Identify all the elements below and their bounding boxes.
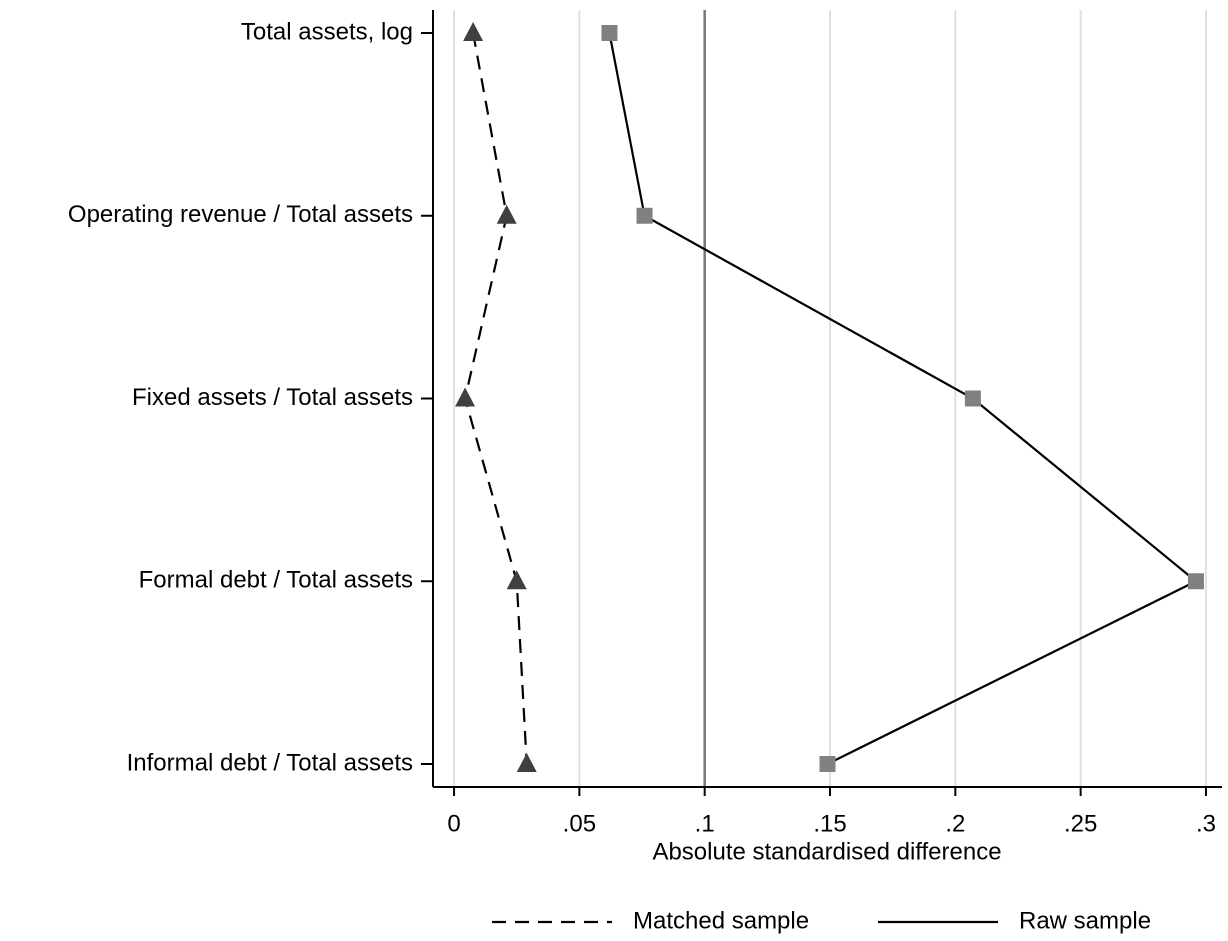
x-axis-title: Absolute standardised difference bbox=[652, 838, 1001, 865]
y-tick-label: Informal debt / Total assets bbox=[127, 749, 413, 776]
x-tick-label: .25 bbox=[1064, 810, 1097, 837]
marker bbox=[636, 207, 653, 224]
x-tick-label: .05 bbox=[563, 810, 596, 837]
series-line bbox=[608, 32, 1198, 765]
marker bbox=[601, 25, 618, 41]
x-tick-label: .15 bbox=[813, 810, 846, 837]
marker bbox=[1187, 573, 1204, 590]
series-line bbox=[463, 32, 528, 765]
marker bbox=[516, 753, 537, 772]
marker bbox=[964, 390, 981, 407]
marker bbox=[819, 756, 836, 772]
x-tick-label: .1 bbox=[695, 810, 715, 837]
x-tick-label: 0 bbox=[447, 810, 460, 837]
y-tick-label: Formal debt / Total assets bbox=[139, 567, 413, 594]
y-tick-label: Fixed assets / Total assets bbox=[132, 384, 413, 411]
legend-label: Raw sample bbox=[1019, 907, 1151, 934]
marker bbox=[506, 570, 527, 590]
marker bbox=[463, 22, 484, 41]
marker bbox=[496, 204, 517, 224]
y-tick-label: Operating revenue / Total assets bbox=[68, 201, 413, 228]
x-tick-label: .2 bbox=[945, 810, 965, 837]
marker bbox=[455, 387, 476, 407]
x-tick-label: .3 bbox=[1196, 810, 1216, 837]
y-tick-label: Total assets, log bbox=[241, 18, 413, 45]
legend-label: Matched sample bbox=[633, 907, 809, 934]
